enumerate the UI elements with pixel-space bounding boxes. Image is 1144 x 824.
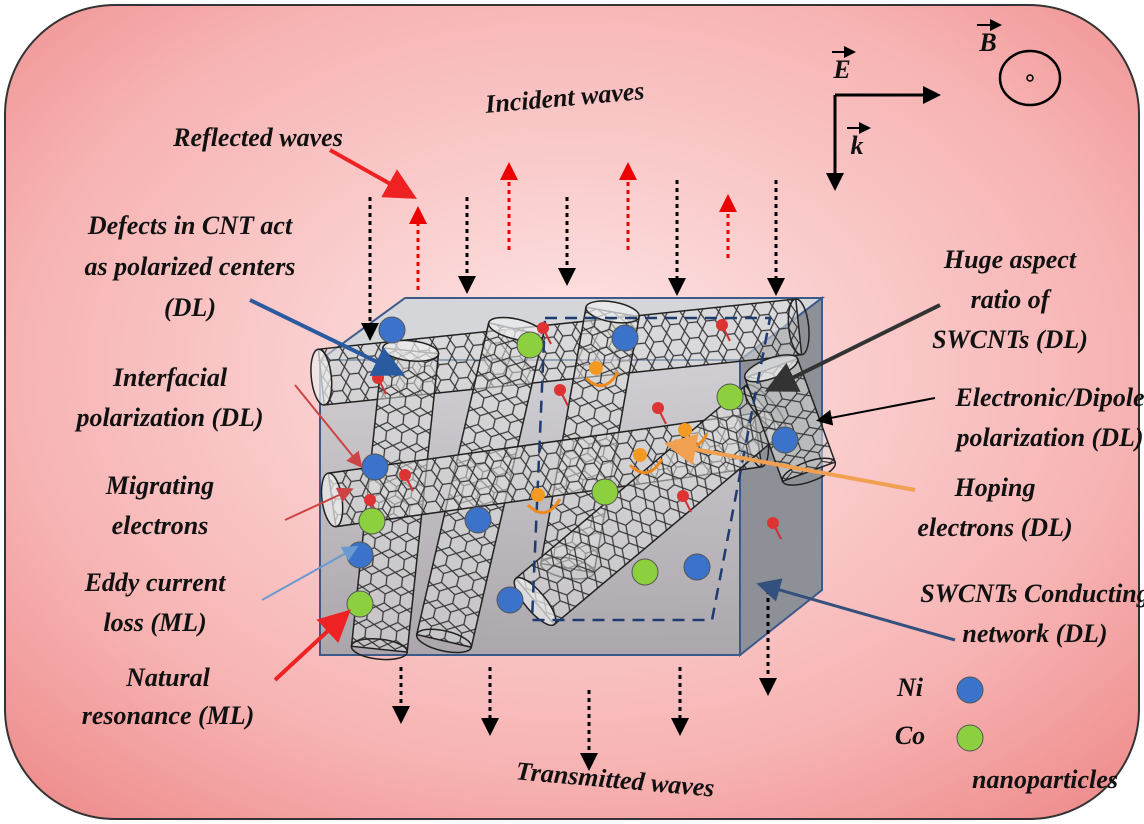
label: polarization (DL) — [954, 423, 1143, 452]
vector-e: E — [832, 55, 850, 84]
legend-ni: Ni — [896, 673, 924, 702]
hoping-electron — [589, 361, 603, 375]
defect — [364, 494, 376, 506]
label: Migrating — [105, 471, 214, 500]
label: electrons — [112, 511, 209, 540]
diagram: Incident waves Reflected waves Transmitt… — [0, 0, 1144, 824]
label: loss (ML) — [103, 608, 206, 637]
defect — [652, 402, 664, 414]
ni-particle — [684, 554, 710, 580]
defect — [399, 469, 411, 481]
label: Interfacial — [112, 363, 228, 392]
label: Natural — [125, 663, 211, 692]
vector-k: k — [851, 131, 864, 160]
label: SWCNTs (DL) — [932, 325, 1088, 354]
hoping-electron — [531, 488, 545, 502]
label: as polarized centers — [85, 252, 296, 281]
label: Defects in CNT act — [87, 211, 293, 240]
co-particle — [632, 559, 658, 585]
label: Electronic/Dipole — [954, 383, 1144, 412]
defect — [716, 319, 728, 331]
label: network (DL) — [962, 619, 1107, 648]
ni-particle — [612, 325, 638, 351]
co-particle — [359, 508, 385, 534]
reflected-label: Reflected waves — [172, 123, 343, 152]
label: ratio of — [971, 285, 1052, 314]
vector-b: B — [978, 28, 996, 57]
ni-particle — [465, 507, 491, 533]
label: (DL) — [164, 293, 216, 322]
ni-particle — [497, 587, 523, 613]
co-particle — [717, 384, 743, 410]
label: SWCNTs Conducting — [920, 579, 1144, 608]
defect — [767, 517, 779, 529]
defect — [537, 322, 549, 334]
label: electrons (DL) — [917, 513, 1072, 542]
ni-particle — [772, 427, 798, 453]
legend-co-swatch — [957, 725, 983, 751]
defect — [677, 490, 689, 502]
defect — [554, 384, 566, 396]
defect — [372, 372, 384, 384]
ni-particle — [362, 454, 388, 480]
ni-particle — [379, 317, 405, 343]
co-particle — [347, 591, 373, 617]
co-particle — [592, 479, 618, 505]
legend-co: Co — [895, 721, 925, 750]
label: Eddy current — [84, 568, 227, 597]
legend-note: nanoparticles — [972, 765, 1118, 794]
hoping-electron — [678, 423, 692, 437]
label: Huge aspect — [943, 245, 1077, 274]
co-particle — [517, 332, 543, 358]
ni-particle — [347, 542, 373, 568]
hoping-electron — [633, 448, 647, 462]
legend-ni-swatch — [957, 677, 983, 703]
label: Hoping — [954, 473, 1036, 502]
label: resonance (ML) — [82, 701, 255, 730]
label: polarization (DL) — [74, 403, 263, 432]
